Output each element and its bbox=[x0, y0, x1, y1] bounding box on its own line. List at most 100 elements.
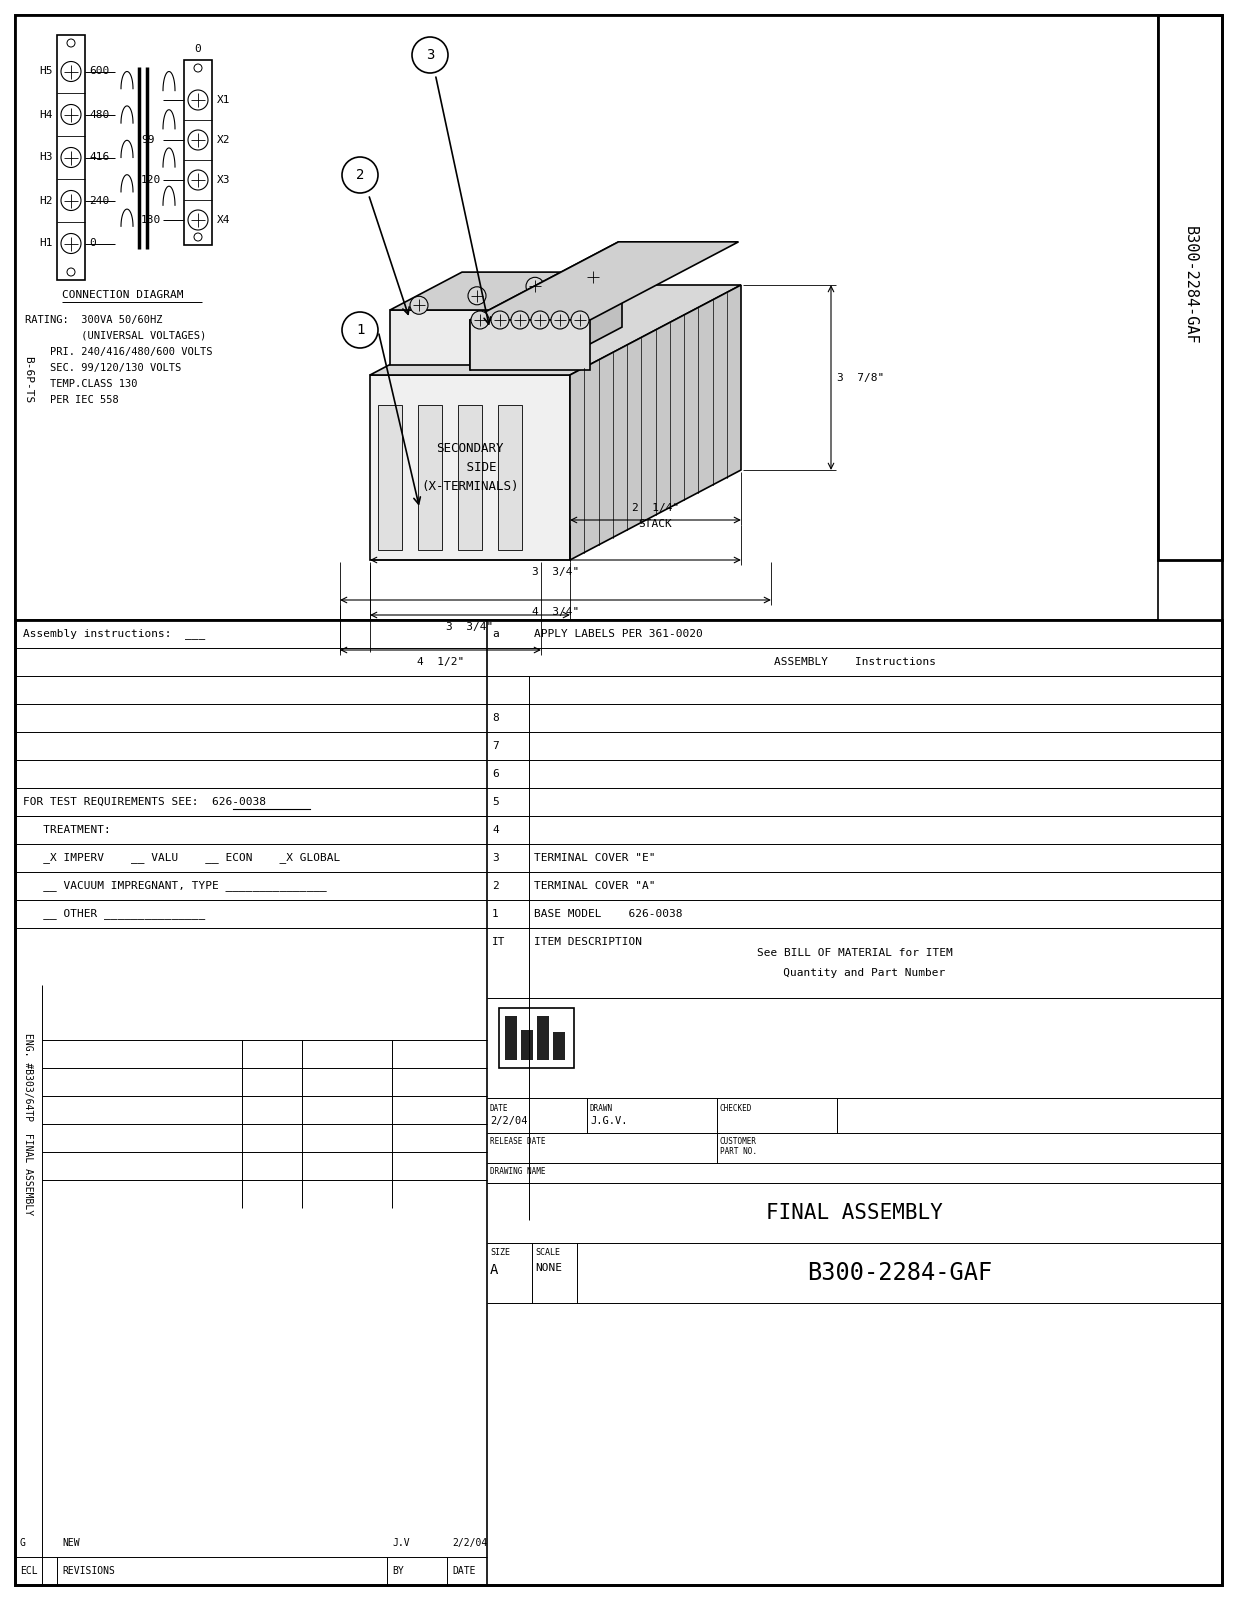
Text: H1: H1 bbox=[40, 238, 53, 248]
Circle shape bbox=[571, 310, 589, 330]
Text: X3: X3 bbox=[216, 174, 230, 186]
Text: B300-2284-GAF: B300-2284-GAF bbox=[1183, 226, 1197, 344]
Polygon shape bbox=[370, 285, 741, 374]
Text: 2  1/4": 2 1/4" bbox=[632, 502, 679, 514]
Text: 2: 2 bbox=[356, 168, 364, 182]
Text: H3: H3 bbox=[40, 152, 53, 163]
Circle shape bbox=[550, 310, 569, 330]
Text: X4: X4 bbox=[216, 214, 230, 226]
Text: 3  7/8": 3 7/8" bbox=[837, 373, 884, 382]
Text: 3: 3 bbox=[492, 853, 499, 862]
Bar bbox=[499, 1008, 574, 1069]
Text: TEMP.CLASS 130: TEMP.CLASS 130 bbox=[25, 379, 137, 389]
Circle shape bbox=[491, 310, 508, 330]
Text: DATE: DATE bbox=[490, 1104, 508, 1114]
Text: STACK: STACK bbox=[638, 518, 673, 530]
Text: 5: 5 bbox=[492, 797, 499, 806]
Polygon shape bbox=[550, 272, 622, 365]
Text: SIZE: SIZE bbox=[490, 1248, 510, 1258]
Text: BY: BY bbox=[392, 1566, 403, 1576]
Text: FOR TEST REQUIREMENTS SEE:  626-0038: FOR TEST REQUIREMENTS SEE: 626-0038 bbox=[24, 797, 266, 806]
Text: 7: 7 bbox=[492, 741, 499, 750]
Text: TREATMENT:: TREATMENT: bbox=[24, 826, 111, 835]
Text: 1: 1 bbox=[356, 323, 364, 338]
Text: CUSTOMER: CUSTOMER bbox=[720, 1138, 757, 1146]
Text: TERMINAL COVER "E": TERMINAL COVER "E" bbox=[534, 853, 656, 862]
Text: Assembly instructions:  ___: Assembly instructions: ___ bbox=[24, 629, 205, 640]
Text: PER IEC 558: PER IEC 558 bbox=[25, 395, 119, 405]
Text: H4: H4 bbox=[40, 109, 53, 120]
Text: 0: 0 bbox=[194, 43, 202, 54]
Text: A: A bbox=[490, 1262, 499, 1277]
Text: ENG. #B303/64TP  FINAL ASSEMBLY: ENG. #B303/64TP FINAL ASSEMBLY bbox=[24, 1034, 33, 1214]
Text: 480: 480 bbox=[89, 109, 109, 120]
Circle shape bbox=[526, 277, 544, 296]
Text: CHECKED: CHECKED bbox=[720, 1104, 752, 1114]
Text: __ VACUUM IMPREGNANT, TYPE _______________: __ VACUUM IMPREGNANT, TYPE _____________… bbox=[24, 880, 327, 891]
Circle shape bbox=[584, 267, 602, 286]
Text: 4  3/4": 4 3/4" bbox=[532, 606, 579, 618]
Text: DRAWN: DRAWN bbox=[590, 1104, 614, 1114]
Bar bbox=[505, 1016, 517, 1059]
Polygon shape bbox=[390, 272, 622, 310]
Text: REVISIONS: REVISIONS bbox=[62, 1566, 115, 1576]
Text: SECONDARY
   SIDE
(X-TERMINALS): SECONDARY SIDE (X-TERMINALS) bbox=[422, 442, 518, 493]
Text: 6: 6 bbox=[492, 770, 499, 779]
Text: RELEASE DATE: RELEASE DATE bbox=[490, 1138, 546, 1146]
Text: __ OTHER _______________: __ OTHER _______________ bbox=[24, 909, 205, 920]
Text: SCALE: SCALE bbox=[534, 1248, 560, 1258]
Text: ITEM DESCRIPTION: ITEM DESCRIPTION bbox=[534, 938, 642, 947]
Text: 240: 240 bbox=[89, 195, 109, 205]
Text: 4  1/2": 4 1/2" bbox=[417, 658, 464, 667]
Text: 4: 4 bbox=[492, 826, 499, 835]
Text: a: a bbox=[492, 629, 499, 638]
Bar bbox=[418, 405, 442, 550]
Text: 0: 0 bbox=[89, 238, 95, 248]
Text: 600: 600 bbox=[89, 67, 109, 77]
Circle shape bbox=[471, 310, 489, 330]
Text: B-6P-TS: B-6P-TS bbox=[24, 357, 33, 403]
Text: 3  3/4": 3 3/4" bbox=[532, 566, 579, 578]
Text: SEC. 99/120/130 VOLTS: SEC. 99/120/130 VOLTS bbox=[25, 363, 182, 373]
Text: ASSEMBLY    Instructions: ASSEMBLY Instructions bbox=[773, 658, 935, 667]
Text: RATING:  300VA 50/60HZ: RATING: 300VA 50/60HZ bbox=[25, 315, 162, 325]
Text: 8: 8 bbox=[492, 714, 499, 723]
Text: DRAWING NAME: DRAWING NAME bbox=[490, 1166, 546, 1176]
Text: 1: 1 bbox=[492, 909, 499, 918]
Text: X2: X2 bbox=[216, 134, 230, 146]
Polygon shape bbox=[470, 320, 590, 370]
Text: 120: 120 bbox=[141, 174, 161, 186]
Polygon shape bbox=[570, 285, 741, 560]
Bar bbox=[184, 59, 212, 245]
Text: 2: 2 bbox=[492, 882, 499, 891]
Text: 3  3/4": 3 3/4" bbox=[447, 622, 494, 632]
Text: PART NO.: PART NO. bbox=[720, 1147, 757, 1155]
Bar bbox=[499, 405, 522, 550]
Text: B300-2284-GAF: B300-2284-GAF bbox=[807, 1261, 992, 1285]
Text: CONNECTION DIAGRAM: CONNECTION DIAGRAM bbox=[62, 290, 183, 301]
Circle shape bbox=[531, 310, 549, 330]
Text: G: G bbox=[20, 1538, 26, 1549]
Text: Quantity and Part Number: Quantity and Part Number bbox=[763, 968, 945, 978]
Circle shape bbox=[341, 157, 379, 194]
Bar bbox=[15, 14, 1158, 619]
Polygon shape bbox=[390, 310, 550, 365]
Text: 3: 3 bbox=[426, 48, 434, 62]
Circle shape bbox=[511, 310, 529, 330]
Text: TERMINAL COVER "A": TERMINAL COVER "A" bbox=[534, 882, 656, 891]
Text: X1: X1 bbox=[216, 94, 230, 106]
Polygon shape bbox=[470, 242, 738, 320]
Bar bbox=[57, 35, 85, 280]
Circle shape bbox=[412, 37, 448, 74]
Bar bbox=[379, 405, 402, 550]
Bar bbox=[15, 619, 1222, 1586]
Bar bbox=[521, 1030, 533, 1059]
Polygon shape bbox=[470, 242, 618, 370]
Circle shape bbox=[468, 286, 486, 304]
Text: _X IMPERV    __ VALU    __ ECON    _X GLOBAL: _X IMPERV __ VALU __ ECON _X GLOBAL bbox=[24, 853, 340, 864]
Bar bbox=[537, 1016, 549, 1059]
Text: 416: 416 bbox=[89, 152, 109, 163]
Text: 2/2/04: 2/2/04 bbox=[490, 1117, 527, 1126]
Text: (UNIVERSAL VOLTAGES): (UNIVERSAL VOLTAGES) bbox=[25, 331, 207, 341]
Text: IT: IT bbox=[492, 938, 506, 947]
